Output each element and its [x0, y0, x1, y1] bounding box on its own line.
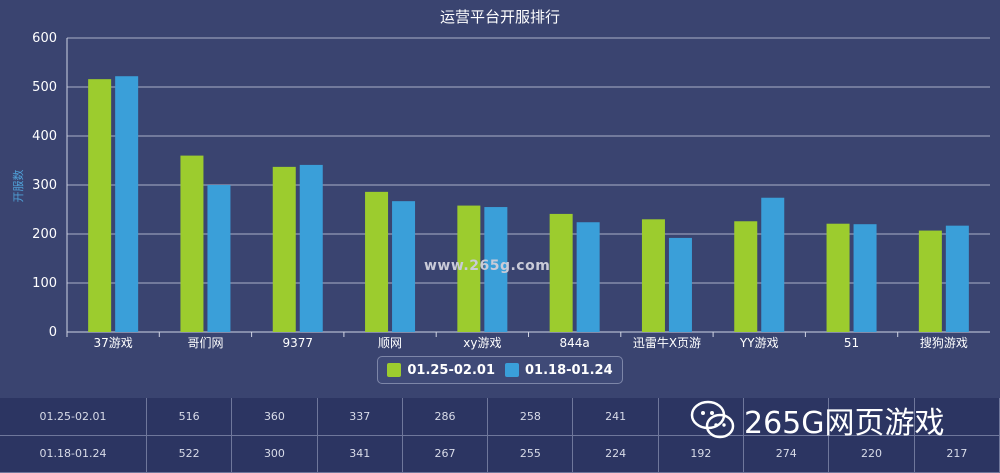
- bar-chart: 运营平台开服排行 开服数 0 100 200 300 400 500 600 37游戏 哥们网…: [12, 8, 990, 350]
- bar-series-1[interactable]: [365, 191, 389, 332]
- bar-series-1[interactable]: [272, 166, 296, 332]
- bars: [88, 76, 969, 332]
- y-tick-label: 400: [32, 129, 57, 144]
- table-cell: 337: [317, 398, 403, 436]
- table-cell: 255: [487, 435, 574, 473]
- x-tick-label: YY游戏: [739, 336, 779, 350]
- x-tick-label: 哥们网: [187, 335, 223, 350]
- watermark-text: www.265g.com: [424, 258, 551, 274]
- table-cell: 267: [402, 435, 489, 473]
- x-tick-label: 9377: [282, 336, 313, 350]
- bar-series-2[interactable]: [668, 237, 692, 332]
- table-cell: [743, 398, 830, 436]
- table-cell: [914, 398, 1000, 436]
- bar-series-1[interactable]: [549, 213, 573, 332]
- legend-swatch-series-1: [387, 363, 402, 377]
- grid-lines: [66, 37, 990, 333]
- bar-series-1[interactable]: [457, 205, 481, 332]
- bar-series-1[interactable]: [826, 223, 850, 332]
- table-cell: 516: [146, 398, 233, 436]
- bar-series-2[interactable]: [576, 222, 600, 332]
- table-cell: 192: [658, 435, 745, 473]
- wechat-icon: [690, 400, 735, 439]
- bar-series-1[interactable]: [641, 219, 665, 332]
- table-cell: 217: [914, 435, 1000, 473]
- legend-item-series-2[interactable]: 01.18-01.24: [505, 363, 613, 378]
- bar-series-2[interactable]: [392, 201, 416, 332]
- brand-logo: 265G网页游戏: [690, 392, 990, 448]
- table-cell: 341: [317, 435, 403, 473]
- bar-series-1[interactable]: [180, 155, 204, 332]
- bar-series-2[interactable]: [299, 164, 323, 332]
- x-tick-label: xy游戏: [463, 336, 501, 350]
- y-tick-label: 300: [32, 178, 57, 193]
- legend-swatch-series-2: [505, 363, 519, 377]
- bar-series-1[interactable]: [88, 79, 112, 332]
- table-row-label: 01.18-01.24: [0, 435, 147, 473]
- bar-series-2[interactable]: [484, 207, 508, 332]
- y-tick-label: 0: [49, 325, 57, 340]
- table-row: 01.25-02.01 516 360 337 286 258 241: [0, 398, 1000, 436]
- table-cell: 522: [146, 435, 233, 473]
- y-tick-label: 600: [32, 31, 57, 46]
- table-cell: 286: [402, 398, 489, 436]
- data-table: 01.25-02.01 516 360 337 286 258 241 01.1…: [0, 398, 1000, 473]
- x-tick-label: 迅雷牛X页游: [633, 335, 701, 350]
- bar-series-2[interactable]: [115, 76, 139, 332]
- table-cell: 258: [487, 398, 574, 436]
- bar-series-1[interactable]: [918, 230, 942, 332]
- table-cell: 300: [231, 435, 318, 473]
- legend-item-series-1[interactable]: 01.25-02.01: [387, 363, 495, 378]
- y-axis-ticks: 0 100 200 300 400 500 600: [32, 31, 57, 340]
- table-cell: 220: [828, 435, 915, 473]
- table-cell: 241: [572, 398, 659, 436]
- legend-label-series-2: 01.18-01.24: [525, 362, 613, 378]
- y-tick-label: 100: [32, 276, 57, 291]
- x-tick-label: 844a: [560, 336, 590, 350]
- table-cell: 224: [572, 435, 659, 473]
- chart-legend: 01.25-02.01 01.18-01.24: [377, 356, 623, 384]
- x-tick-label: 51: [844, 336, 859, 350]
- chart-title: 运营平台开服排行: [440, 8, 560, 26]
- y-axis-label: 开服数: [12, 170, 25, 203]
- bar-series-2[interactable]: [207, 185, 231, 332]
- bar-series-2[interactable]: [945, 225, 969, 332]
- bar-series-1[interactable]: [734, 221, 758, 332]
- table-cell: [828, 398, 915, 436]
- bar-series-2[interactable]: [761, 197, 785, 332]
- x-tick-label: 顺网: [378, 336, 402, 350]
- y-tick-label: 500: [32, 80, 57, 95]
- legend-label-series-1: 01.25-02.01: [407, 362, 495, 378]
- bar-series-2[interactable]: [853, 224, 877, 332]
- table-row-label: 01.25-02.01: [0, 398, 147, 436]
- table-cell: 360: [231, 398, 318, 436]
- y-tick-label: 200: [32, 227, 57, 242]
- x-tick-label: 搜狗游戏: [920, 335, 968, 350]
- x-axis-ticks: 37游戏 哥们网 9377 顺网 xy游戏 844a 迅雷牛X页游 YY游戏 51 搜狗游戏: [66, 332, 968, 350]
- x-tick-label: 37游戏: [94, 336, 133, 350]
- brand-text: 265G网页游戏: [744, 406, 945, 441]
